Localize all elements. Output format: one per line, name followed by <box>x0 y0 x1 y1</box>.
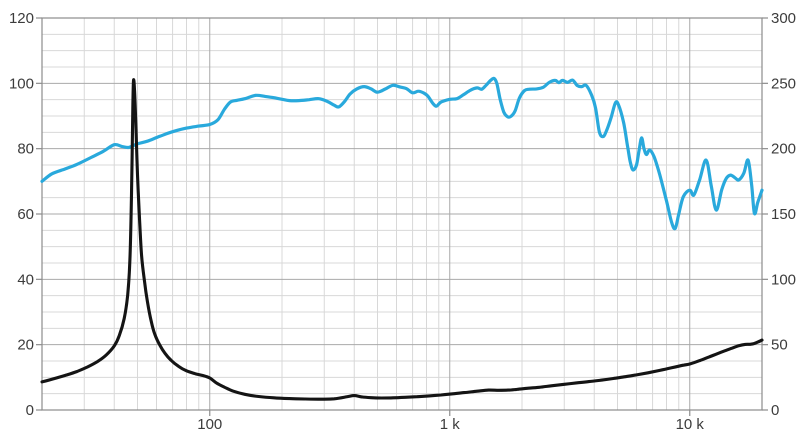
spl-curve <box>40 76 764 231</box>
right-axis-label: 200 <box>771 141 796 158</box>
left-axis-label: 100 <box>9 75 34 92</box>
impedance-curve <box>40 78 764 401</box>
grid-major-lines <box>42 18 762 410</box>
x-axis-tick-labels: 100 1 k 10 k <box>197 416 704 433</box>
x-axis-label: 1 k <box>440 416 461 433</box>
right-axis-label: 50 <box>771 337 788 354</box>
axis-tick-marks <box>36 17 768 416</box>
left-axis-label: 60 <box>17 206 34 223</box>
right-axis-tick-labels: 0 50 100 150 200 250 300 <box>771 10 796 419</box>
right-axis-label: 250 <box>771 75 796 92</box>
right-axis-label: 100 <box>771 271 796 288</box>
x-axis-label: 10 k <box>676 416 705 433</box>
left-axis-tick-labels: 0 20 40 60 80 100 120 <box>9 10 34 419</box>
right-axis-label: 300 <box>771 10 796 27</box>
right-axis-label: 150 <box>771 206 796 223</box>
right-axis-label: 0 <box>771 402 779 419</box>
left-axis-label: 120 <box>9 10 34 27</box>
left-axis-label: 80 <box>17 141 34 158</box>
x-axis-label: 100 <box>197 416 222 433</box>
left-axis-label: 0 <box>26 402 34 419</box>
left-axis-label: 20 <box>17 337 34 354</box>
left-axis-label: 40 <box>17 271 34 288</box>
